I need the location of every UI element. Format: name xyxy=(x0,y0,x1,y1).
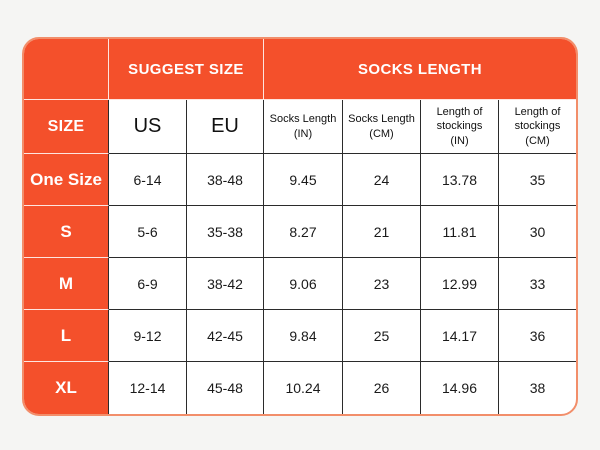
table-cell: 6-9 xyxy=(109,258,187,310)
table-cell: 5-6 xyxy=(109,206,187,258)
table-cell: 10.24 xyxy=(264,362,343,414)
col-header-socks-length-in: Socks Length (IN) xyxy=(264,100,343,154)
table-cell: 8.27 xyxy=(264,206,343,258)
table-cell: 9.84 xyxy=(264,310,343,362)
table-cell: 9-12 xyxy=(109,310,187,362)
table-cell: 13.78 xyxy=(421,154,499,206)
col-header-eu: EU xyxy=(187,100,264,154)
table-cell: 36 xyxy=(499,310,576,362)
col-header-size: SIZE xyxy=(24,100,109,154)
table-cell: 45-48 xyxy=(187,362,264,414)
corner-blank-cell xyxy=(24,39,109,100)
table-cell: 26 xyxy=(343,362,421,414)
table-cell: 42-45 xyxy=(187,310,264,362)
table-cell: 12-14 xyxy=(109,362,187,414)
table-cell: 21 xyxy=(343,206,421,258)
col-header-us: US xyxy=(109,100,187,154)
table-cell: 35 xyxy=(499,154,576,206)
table-cell: 14.96 xyxy=(421,362,499,414)
row-header-s: S xyxy=(24,206,109,258)
table-cell: 25 xyxy=(343,310,421,362)
row-header-one-size: One Size xyxy=(24,154,109,206)
row-header-l: L xyxy=(24,310,109,362)
table-cell: 38-42 xyxy=(187,258,264,310)
col-header-stockings-length-in: Length of stockings (IN) xyxy=(421,100,499,154)
table-cell: 6-14 xyxy=(109,154,187,206)
table-cell: 35-38 xyxy=(187,206,264,258)
row-header-m: M xyxy=(24,258,109,310)
table-cell: 38 xyxy=(529,380,546,396)
row-header-xl: XL xyxy=(24,362,109,414)
table-cell: 12.99 xyxy=(421,258,499,310)
table-cell: 14.17 xyxy=(421,310,499,362)
col-header-socks-length-cm: Socks Length (CM) xyxy=(343,100,421,154)
group-header-socks-length: SOCKS LENGTH xyxy=(264,39,576,100)
table-cell: 23 xyxy=(343,258,421,310)
table-cell: 30 xyxy=(499,206,576,258)
table-cell: 9.45 xyxy=(264,154,343,206)
table-cell: 9.06 xyxy=(264,258,343,310)
col-header-stockings-length-cm: Length of stockings (CM) xyxy=(499,100,576,154)
table-cell: 38-48 xyxy=(187,154,264,206)
table-cell: 11.81 xyxy=(421,206,499,258)
group-header-suggest-size: SUGGEST SIZE xyxy=(109,39,264,100)
table-cell: 24 xyxy=(343,154,421,206)
size-chart-table: SUGGEST SIZE SOCKS LENGTH SIZE US EU Soc… xyxy=(22,37,578,416)
table-cell: 33 xyxy=(499,258,576,310)
